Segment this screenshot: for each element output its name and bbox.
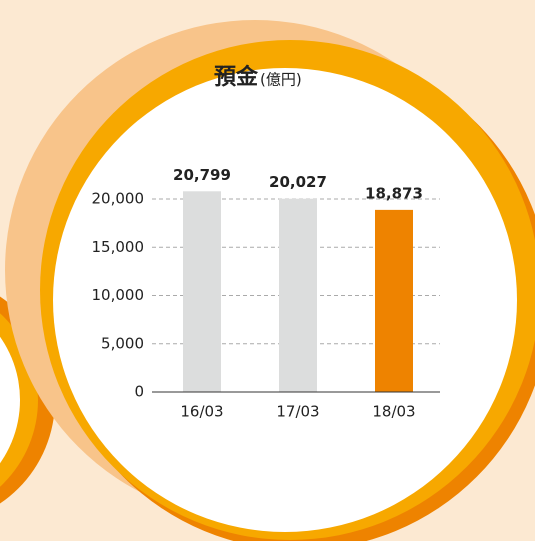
y-tick-label: 10,000 — [92, 286, 145, 304]
chart-subtitle: (億円) — [260, 71, 302, 89]
value-label: 20,799 — [173, 166, 231, 184]
y-tick-label: 0 — [134, 383, 144, 401]
bar — [183, 191, 221, 392]
x-tick-label: 18/03 — [372, 403, 415, 421]
y-tick-label: 15,000 — [92, 238, 145, 256]
y-tick-label: 20,000 — [92, 190, 145, 208]
bar — [375, 209, 413, 392]
y-tick-label: 5,000 — [101, 334, 144, 352]
x-tick-label: 16/03 — [180, 403, 223, 421]
bar — [279, 198, 317, 392]
x-tick-label: 17/03 — [276, 403, 319, 421]
chart-title: 預金 — [214, 64, 259, 90]
value-label: 18,873 — [365, 184, 423, 202]
decoration — [0, 20, 535, 541]
value-label: 20,027 — [269, 173, 327, 191]
